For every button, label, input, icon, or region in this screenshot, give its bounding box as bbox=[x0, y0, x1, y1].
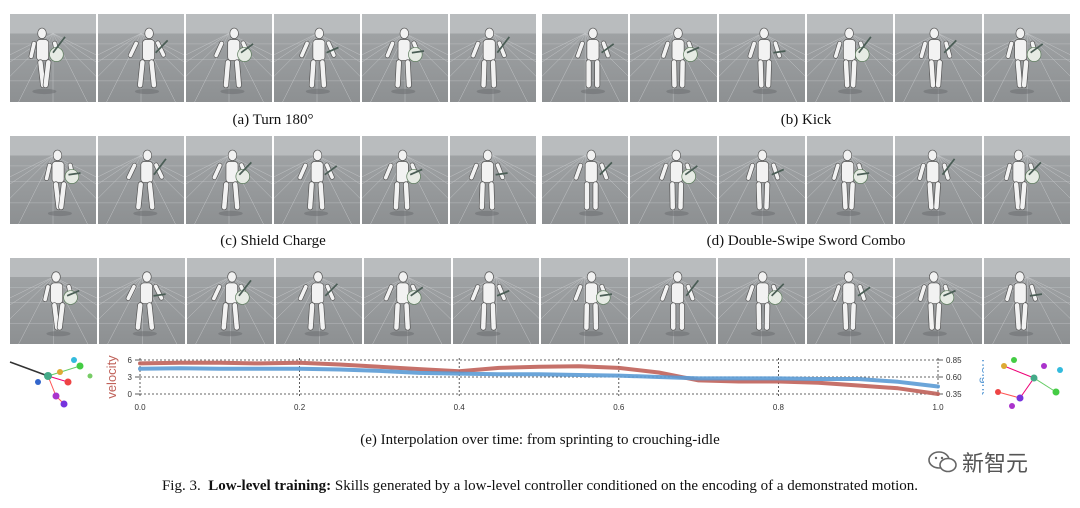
x-tick-label: 0.0 bbox=[134, 403, 146, 412]
kick-frame bbox=[806, 14, 894, 102]
shield-charge-frame bbox=[274, 136, 360, 224]
x-tick-label: 0.4 bbox=[454, 403, 466, 412]
shield-charge-frame bbox=[10, 136, 96, 224]
figure-caption-body: Skills generated by a low-level controll… bbox=[334, 478, 919, 494]
turn-frame bbox=[10, 14, 96, 102]
sword-combo-frame bbox=[895, 136, 982, 224]
velocity-axis-label: velocity bbox=[104, 355, 119, 399]
left-tick-label: 6 bbox=[128, 356, 133, 365]
wechat-icon bbox=[928, 451, 957, 473]
right-tick-label: 0.85 bbox=[946, 356, 962, 365]
turn-frame bbox=[450, 14, 536, 102]
sword-combo-frame bbox=[718, 136, 805, 224]
shield-charge-frame bbox=[450, 136, 536, 224]
right-tick-label: 0.60 bbox=[946, 373, 962, 382]
interpolation-frame bbox=[629, 258, 716, 344]
shield-charge-frame bbox=[362, 136, 448, 224]
watermark-text: 新智元 bbox=[962, 452, 1029, 477]
turn-frame bbox=[98, 14, 184, 102]
skeleton-sprint-diagram bbox=[9, 357, 93, 408]
turn-frame bbox=[362, 14, 448, 102]
interpolation-frame bbox=[718, 258, 805, 344]
figure-title: Low-level training: bbox=[208, 478, 332, 494]
x-tick-label: 1.0 bbox=[932, 403, 944, 412]
kick-frame bbox=[630, 14, 717, 102]
interpolation-frame bbox=[275, 258, 362, 344]
x-tick-label: 0.6 bbox=[613, 403, 625, 412]
sword-combo-frame bbox=[806, 136, 894, 224]
interpolation-frame bbox=[187, 258, 274, 344]
sword-combo-frame bbox=[630, 136, 717, 224]
panel-e-frames bbox=[10, 258, 1070, 344]
caption-e: (e) Interpolation over time: from sprint… bbox=[360, 432, 720, 448]
caption-b: (b) Kick bbox=[780, 112, 832, 128]
figure-number: Fig. 3. bbox=[161, 478, 201, 494]
kick-frame bbox=[895, 14, 982, 102]
height-series-line bbox=[138, 366, 940, 389]
kick-frame bbox=[542, 14, 629, 102]
velocity-series-line bbox=[138, 360, 940, 396]
panel-a-frames bbox=[10, 14, 536, 102]
left-tick-label: 0 bbox=[128, 390, 133, 399]
panel-d-frames bbox=[542, 136, 1070, 224]
interpolation-frame bbox=[364, 258, 451, 344]
skeleton-crouch-diagram bbox=[995, 357, 1063, 409]
interpolation-frame bbox=[10, 258, 97, 344]
kick-frame bbox=[983, 14, 1070, 102]
figure-caption: Fig. 3. Low-level training: Skills gener… bbox=[0, 478, 1080, 495]
x-tick-label: 0.8 bbox=[773, 403, 785, 412]
panel-c-frames bbox=[10, 136, 536, 224]
caption-c: (c) Shield Charge bbox=[220, 233, 326, 249]
panel-b-frames bbox=[542, 14, 1070, 102]
interpolation-frame bbox=[541, 258, 628, 344]
interpolation-frame bbox=[98, 258, 185, 344]
height-axis-label: height bbox=[979, 359, 984, 395]
sword-combo-frame bbox=[542, 136, 629, 224]
left-tick-label: 3 bbox=[128, 373, 133, 382]
kick-frame bbox=[718, 14, 805, 102]
x-tick-label: 0.2 bbox=[294, 403, 306, 412]
caption-a: (a) Turn 180° bbox=[232, 112, 314, 128]
watermark: 新智元 bbox=[928, 446, 1028, 478]
interpolation-frame bbox=[806, 258, 893, 344]
right-tick-label: 0.35 bbox=[946, 390, 962, 399]
shield-charge-frame bbox=[186, 136, 272, 224]
turn-frame bbox=[274, 14, 360, 102]
interpolation-frame bbox=[895, 258, 982, 344]
interpolation-frame bbox=[452, 258, 539, 344]
caption-d: (d) Double-Swipe Sword Combo bbox=[706, 233, 906, 249]
turn-frame bbox=[186, 14, 272, 102]
interpolation-chart-svg: 0.0 0.2 0.4 0.6 0.8 1.0 0 3 6 0.35 0.60 0.85 velocit… bbox=[104, 355, 984, 412]
shield-charge-frame bbox=[98, 136, 184, 224]
interpolation-frame bbox=[983, 258, 1070, 344]
interpolation-chart: 0.0 0.2 0.4 0.6 0.8 1.0 0 3 6 0.35 0.60 0.85 velocit… bbox=[104, 352, 984, 424]
sword-combo-frame bbox=[983, 136, 1070, 224]
